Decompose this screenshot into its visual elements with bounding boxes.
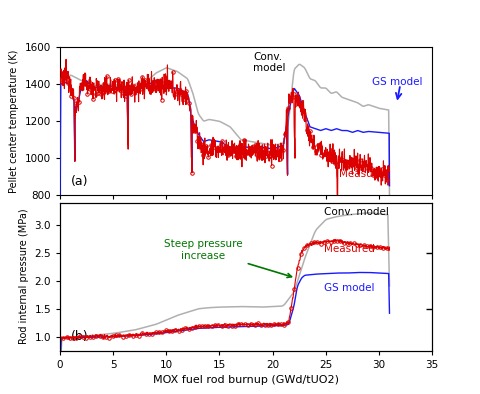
- X-axis label: MOX fuel rod burnup (GWd/tUO2): MOX fuel rod burnup (GWd/tUO2): [153, 375, 339, 385]
- Text: Measured: Measured: [339, 169, 390, 178]
- Text: GS model: GS model: [324, 282, 374, 293]
- Text: (a): (a): [71, 175, 89, 188]
- Y-axis label: Rod internal pressure (MPa): Rod internal pressure (MPa): [19, 209, 29, 344]
- Text: Measured: Measured: [324, 244, 375, 254]
- Text: GS model: GS model: [372, 77, 423, 87]
- Text: Steep pressure
increase: Steep pressure increase: [164, 239, 291, 277]
- Y-axis label: Pellet center temperature (K): Pellet center temperature (K): [9, 50, 19, 193]
- Text: (b): (b): [71, 330, 89, 343]
- Text: Conv. model: Conv. model: [324, 207, 389, 217]
- Text: Conv.
model: Conv. model: [253, 52, 286, 73]
